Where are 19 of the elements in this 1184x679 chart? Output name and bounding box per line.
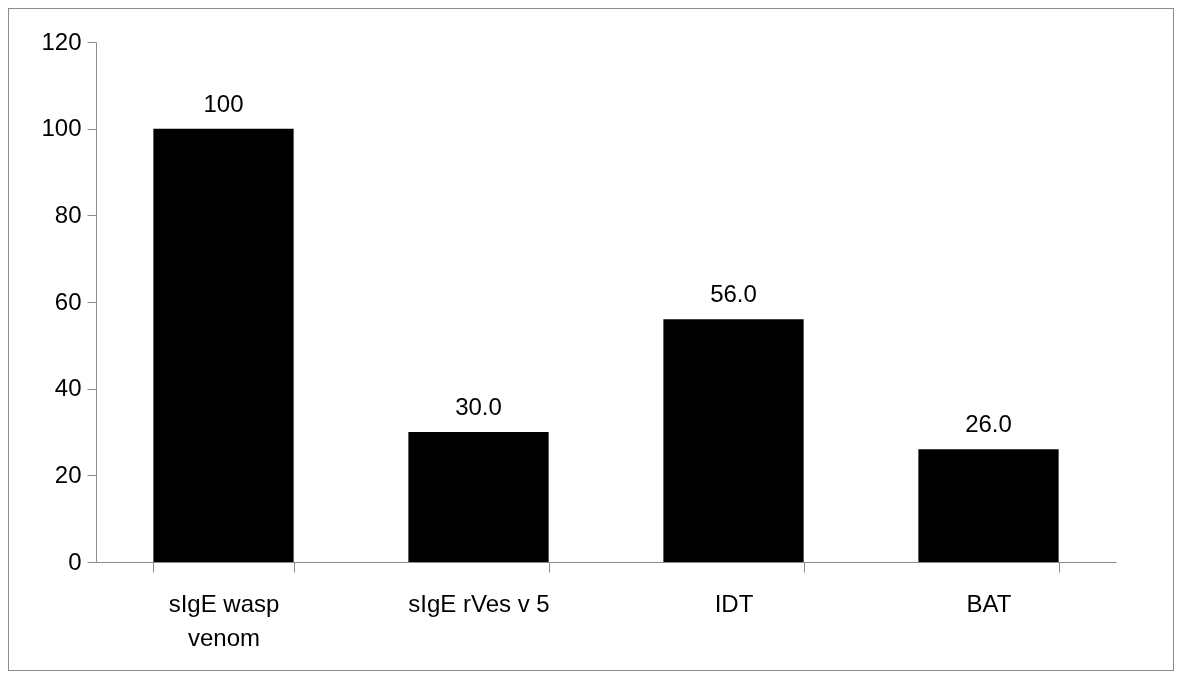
bar [408,432,549,562]
data-label: 56.0 [710,280,757,308]
y-tick-label: 80 [54,200,82,228]
bar [153,128,294,562]
y-tick-label: 60 [54,287,82,315]
y-tick-label: 100 [41,114,82,142]
x-tick-label: sIgE wasp venom [168,589,280,651]
x-tick-label: BAT [966,589,1012,617]
bar [663,319,804,562]
x-tick-label: sIgE rVes v 5 [408,589,550,617]
y-tick-label: 120 [41,27,82,55]
bar [918,449,1059,562]
data-label: 26.0 [965,410,1012,438]
x-tick-label: IDT [714,589,754,617]
y-tick-label: 0 [68,547,82,575]
y-tick-label: 20 [54,460,82,488]
data-label: 30.0 [455,393,502,420]
data-label: 100 [203,89,244,117]
y-tick-label: 40 [54,374,82,402]
